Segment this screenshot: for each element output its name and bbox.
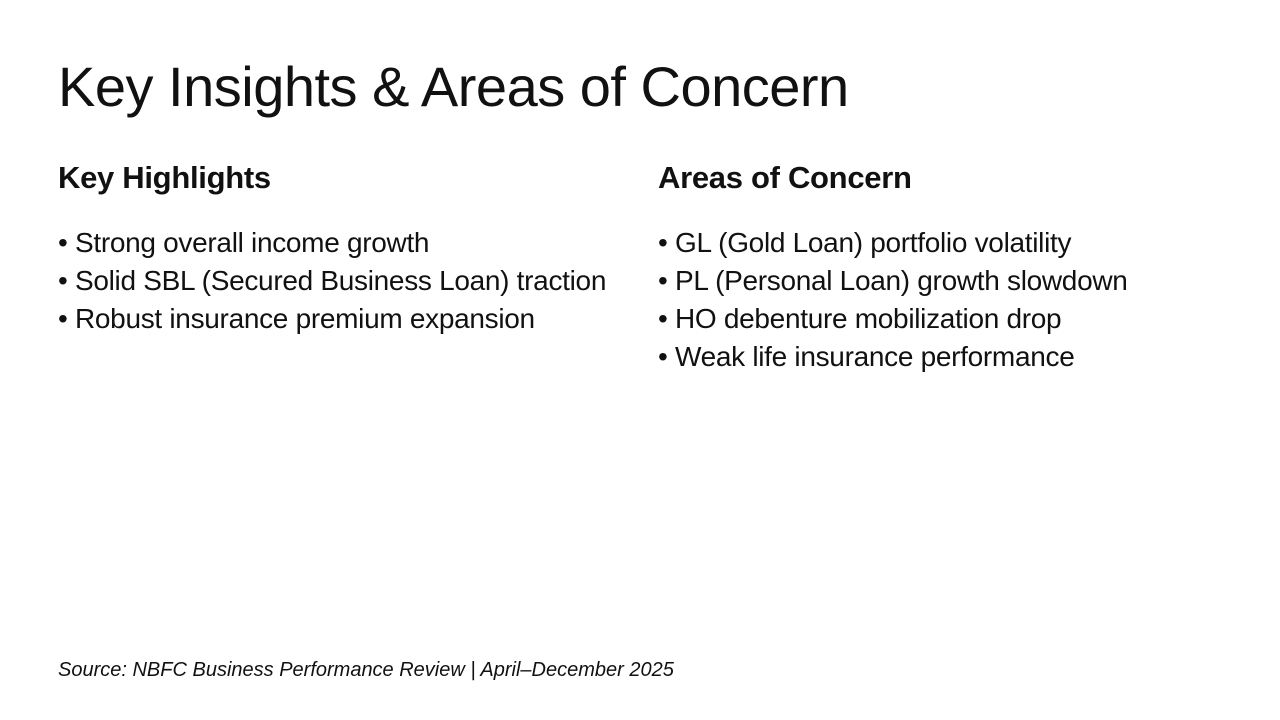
bullet-item: • HO debenture mobilization drop: [658, 302, 1062, 334]
slide-title: Key Insights & Areas of Concern: [58, 55, 849, 118]
bullet-item: • Solid SBL (Secured Business Loan) trac…: [58, 264, 607, 296]
bullet-item: • Robust insurance premium expansion: [58, 302, 535, 334]
column-areas-of-concern: Areas of Concern • GL (Gold Loan) portfo…: [658, 160, 1222, 376]
key-highlights-heading: Key Highlights: [58, 159, 271, 195]
bullet-item: • PL (Personal Loan) growth slowdown: [658, 264, 1128, 296]
areas-of-concern-bullet-list: • GL (Gold Loan) portfolio volatility • P…: [658, 224, 1222, 376]
bullet-item: • Weak life insurance performance: [658, 340, 1075, 372]
key-highlights-bullet-list: • Strong overall income growth • Solid SB…: [58, 224, 622, 338]
two-column-layout: Key Highlights • Strong overall income g…: [58, 160, 1222, 376]
bullet-item: • Strong overall income growth: [58, 226, 430, 258]
bullet-item: • GL (Gold Loan) portfolio volatility: [658, 226, 1072, 258]
column-key-highlights: Key Highlights • Strong overall income g…: [58, 160, 622, 376]
areas-of-concern-heading: Areas of Concern: [658, 159, 912, 195]
source-footnote: Source: NBFC Business Performance Review…: [58, 659, 674, 681]
